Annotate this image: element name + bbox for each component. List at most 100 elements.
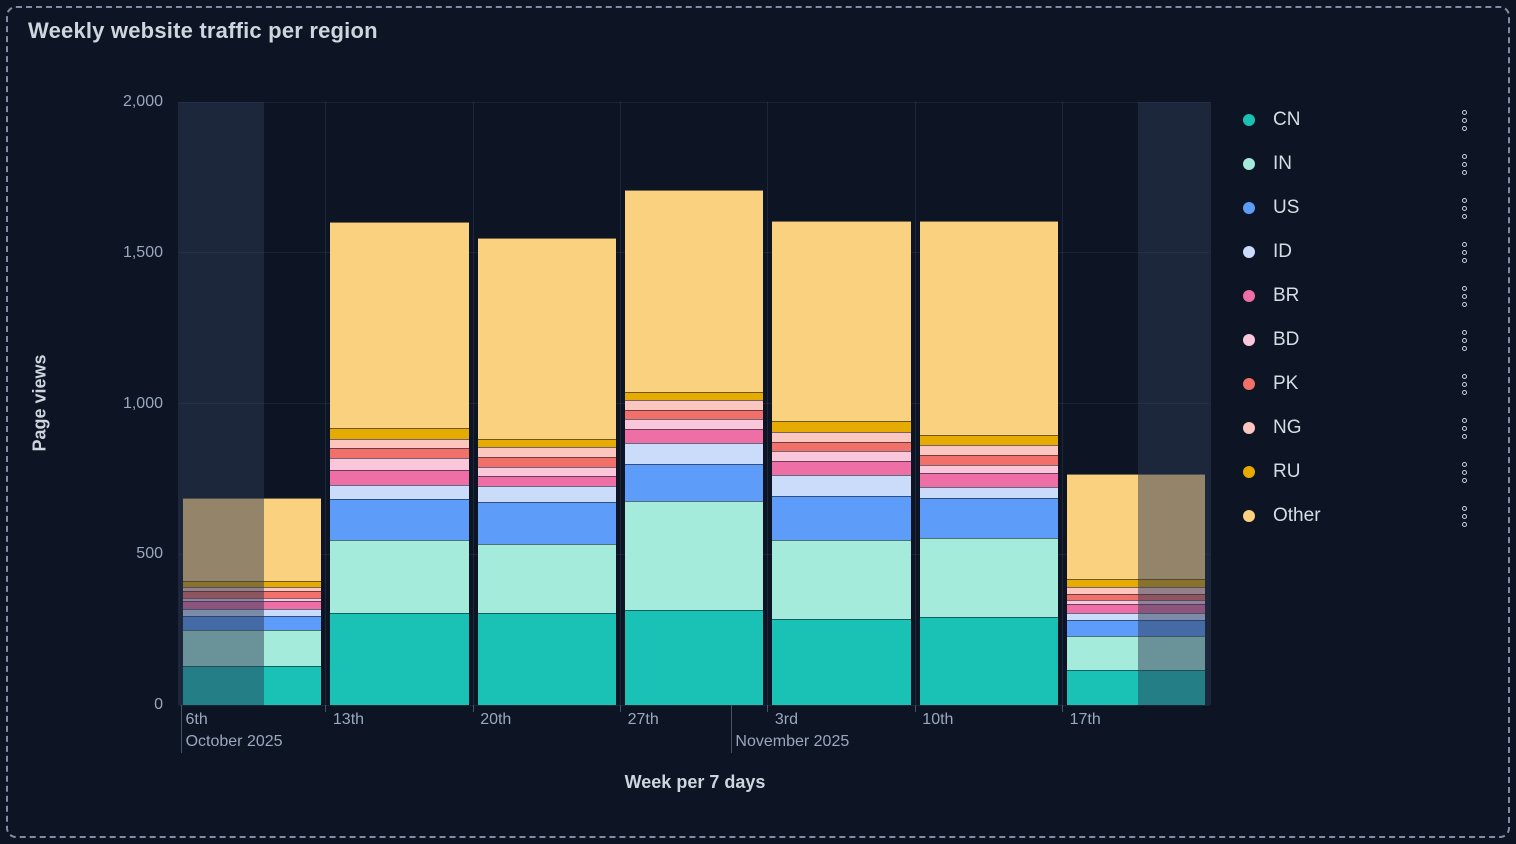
bar-segment-pk[interactable] [772,441,911,451]
kebab-menu-icon[interactable] [1462,109,1467,131]
bar-segment-in[interactable] [330,539,469,613]
bar-segment-br[interactable] [625,429,764,443]
kebab-menu-icon[interactable] [1462,197,1467,219]
bar-segment-other[interactable] [625,190,764,392]
bar-segment-br[interactable] [1067,604,1206,613]
bar-segment-us[interactable] [330,498,469,540]
legend-swatch [1243,290,1255,302]
bar-segment-bd[interactable] [919,465,1059,474]
bar-segment-in[interactable] [625,500,764,610]
bar-segment-ng[interactable] [919,445,1059,456]
bar-segment-pk[interactable] [330,447,469,459]
bar-segment-id[interactable] [625,443,764,465]
bar-segment-in[interactable] [919,537,1059,618]
kebab-menu-icon[interactable] [1462,417,1467,439]
bar-segment-pk[interactable] [919,455,1059,465]
legend-item-pk[interactable]: PK [1243,362,1471,406]
bar-segment-us[interactable] [772,496,911,541]
bar-segment-cn[interactable] [330,613,469,705]
bar-segment-ng[interactable] [625,399,764,410]
bar-segment-id[interactable] [330,484,469,499]
bar-segment-ru[interactable] [477,438,617,447]
kebab-menu-icon[interactable] [1462,285,1467,307]
grid-line-vertical [325,102,327,705]
bar-segment-pk[interactable] [477,456,617,467]
legend-item-cn[interactable]: CN [1243,98,1471,142]
kebab-menu-icon[interactable] [1462,329,1467,351]
bar-segment-id[interactable] [1067,612,1206,620]
grid-line-vertical [620,102,622,705]
bar-column [919,102,1059,705]
bar-segment-bd[interactable] [1067,600,1206,604]
legend-label: Other [1273,505,1321,526]
kebab-menu-icon[interactable] [1462,505,1467,527]
legend-item-ru[interactable]: RU [1243,450,1471,494]
grid-line-horizontal [178,101,1210,103]
y-tick-label: 2,000 [122,93,163,110]
bar-segment-cn[interactable] [625,610,764,705]
legend-swatch [1243,466,1255,478]
bar-segment-ng[interactable] [1067,586,1206,594]
bar-segment-br[interactable] [919,473,1059,488]
legend-item-bd[interactable]: BD [1243,318,1471,362]
page-title: Weekly website traffic per region [28,18,378,43]
legend: CN IN US ID BR BD PK NG RU Other [1243,98,1471,538]
bar-segment-us[interactable] [919,498,1059,538]
kebab-menu-icon[interactable] [1462,241,1467,263]
kebab-menu-icon[interactable] [1462,461,1467,483]
bar-segment-bd[interactable] [477,466,617,477]
bar-segment-bd[interactable] [330,458,469,470]
bar-segment-in[interactable] [772,540,911,620]
bar-segment-id[interactable] [772,475,911,497]
legend-item-id[interactable]: ID [1243,230,1471,274]
bar-segment-pk[interactable] [1067,594,1206,601]
bar-segment-us[interactable] [477,501,617,544]
bar-segment-pk[interactable] [625,409,764,420]
legend-swatch [1243,202,1255,214]
bar-segment-ru[interactable] [919,435,1059,446]
bar-segment-cn[interactable] [919,617,1059,705]
legend-label: NG [1273,417,1302,438]
bar-segment-us[interactable] [625,464,764,501]
bar-column [477,102,617,705]
bar-segment-other[interactable] [477,238,617,439]
bar-segment-ru[interactable] [625,392,764,400]
bar-segment-id[interactable] [919,487,1059,499]
bar-segment-bd[interactable] [625,419,764,430]
bar-segment-br[interactable] [330,469,469,485]
bar-segment-br[interactable] [477,476,617,487]
month-tick-mark [181,705,183,753]
bar-segment-ru[interactable] [772,420,911,432]
bar-column [330,102,469,705]
x-tick-label: 6th [185,711,208,728]
bar-segment-ru[interactable] [330,428,469,439]
bar-segment-cn[interactable] [772,619,911,705]
legend-item-in[interactable]: IN [1243,142,1471,186]
bar-segment-ng[interactable] [772,431,911,442]
bar-segment-bd[interactable] [772,450,911,461]
x-axis-title: Week per 7 days [624,772,766,792]
y-tick-label: 500 [136,545,163,563]
bar-segment-other[interactable] [772,221,911,421]
kebab-menu-icon[interactable] [1462,153,1467,175]
x-tick-mark [1062,705,1064,712]
bar-segment-in[interactable] [477,544,617,614]
x-tick-mark [914,705,916,712]
legend-item-other[interactable]: Other [1243,494,1471,538]
bar-segment-ng[interactable] [330,438,469,448]
legend-swatch [1243,510,1255,522]
bar-segment-id[interactable] [477,486,617,502]
bar-segment-cn[interactable] [477,613,617,705]
bar-segment-ru[interactable] [1067,579,1206,587]
legend-item-ng[interactable]: NG [1243,406,1471,450]
legend-label: CN [1273,109,1301,130]
bar-segment-other[interactable] [919,221,1059,436]
kebab-menu-icon[interactable] [1462,373,1467,395]
bar-segment-ng[interactable] [477,447,617,457]
bar-segment-other[interactable] [330,221,469,429]
legend-item-br[interactable]: BR [1243,274,1471,318]
bar-segment-br[interactable] [772,460,911,475]
legend-item-us[interactable]: US [1243,186,1471,230]
legend-label: US [1273,197,1300,218]
